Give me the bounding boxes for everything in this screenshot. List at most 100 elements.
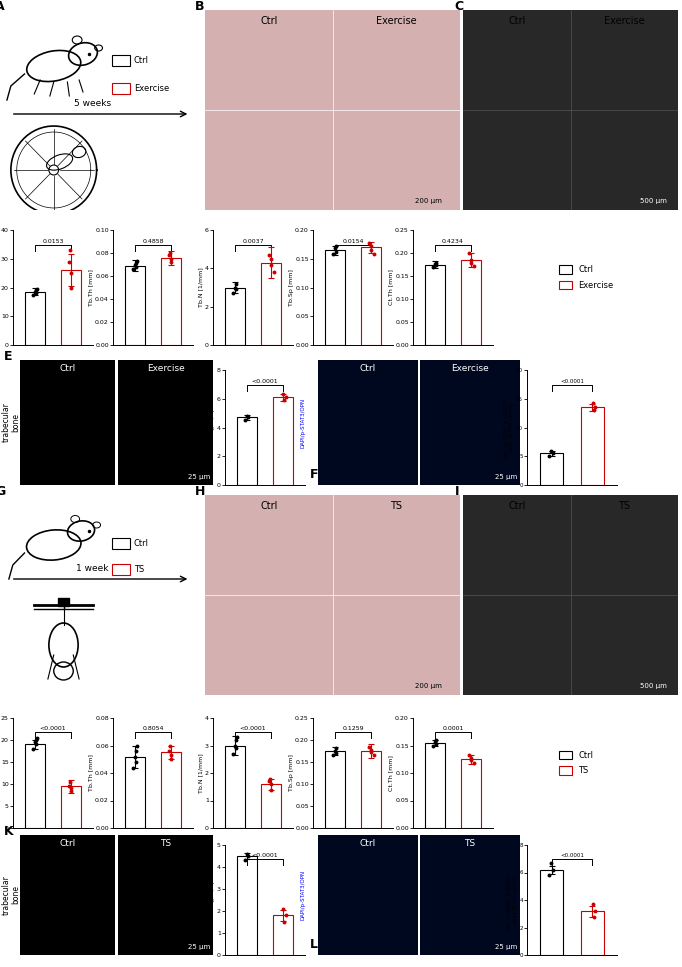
Bar: [58, 598, 70, 606]
Text: F: F: [310, 468, 318, 482]
Text: Exercise: Exercise: [147, 364, 184, 372]
Text: <0.0001: <0.0001: [40, 726, 66, 731]
Text: B: B: [195, 0, 205, 13]
Y-axis label: No. of OPN⁺ p-STAT3⁺
cells /B.Pm (/mm): No. of OPN⁺ p-STAT3⁺ cells /B.Pm (/mm): [503, 398, 514, 457]
Text: 1 week: 1 week: [76, 564, 109, 573]
Text: Exercise: Exercise: [451, 364, 489, 372]
Bar: [325, 250, 345, 345]
Text: Ctrl: Ctrl: [508, 501, 525, 511]
Text: Ctrl: Ctrl: [508, 16, 525, 26]
Text: 0.0153: 0.0153: [42, 239, 63, 244]
Text: TS: TS: [464, 838, 475, 848]
Bar: [125, 756, 145, 828]
Text: 25 μm: 25 μm: [494, 474, 517, 480]
Text: Exercise: Exercise: [134, 84, 169, 93]
Bar: [237, 418, 257, 485]
Text: <0.0001: <0.0001: [560, 379, 584, 384]
Bar: [25, 745, 45, 828]
Text: TS: TS: [160, 838, 171, 848]
Bar: [261, 263, 281, 345]
Bar: [113, 83, 130, 94]
Bar: [113, 538, 130, 549]
Text: 200 μm: 200 μm: [415, 198, 442, 204]
Bar: [25, 292, 45, 345]
Bar: [361, 248, 381, 345]
Bar: [61, 270, 81, 345]
Text: TS: TS: [619, 501, 630, 511]
Text: trabecular
bone: trabecular bone: [1, 402, 20, 443]
Text: 0.0037: 0.0037: [242, 239, 264, 244]
Text: 200 μm: 200 μm: [415, 683, 442, 689]
Bar: [113, 55, 130, 66]
Text: 500 μm: 500 μm: [640, 683, 667, 689]
Text: 25 μm: 25 μm: [188, 474, 210, 480]
Text: 0.0001: 0.0001: [443, 726, 464, 731]
Bar: [161, 257, 181, 345]
Bar: [361, 751, 381, 828]
Text: 0.1259: 0.1259: [342, 726, 364, 731]
Text: 500 μm: 500 μm: [640, 198, 667, 204]
Text: Ctrl: Ctrl: [134, 539, 149, 548]
Bar: [125, 266, 145, 345]
Legend: Ctrl, Exercise: Ctrl, Exercise: [559, 265, 614, 290]
Text: A: A: [0, 0, 5, 13]
Text: <0.0001: <0.0001: [239, 726, 266, 731]
Text: E: E: [4, 350, 12, 363]
Text: Exercise: Exercise: [376, 16, 417, 26]
Text: <0.0001: <0.0001: [252, 853, 278, 858]
Text: Ctrl: Ctrl: [360, 838, 376, 848]
Text: DAPI/p-STAT3/OPN: DAPI/p-STAT3/OPN: [301, 870, 306, 920]
Text: <0.0001: <0.0001: [560, 853, 584, 858]
Y-axis label: Tb.N [1/mm]: Tb.N [1/mm]: [198, 753, 203, 793]
Y-axis label: Ct.Th [mm]: Ct.Th [mm]: [389, 270, 394, 306]
Text: 0.8054: 0.8054: [143, 726, 164, 731]
Text: 5 weeks: 5 weeks: [74, 99, 111, 108]
Bar: [325, 751, 345, 828]
Text: TS: TS: [134, 565, 144, 573]
Text: H: H: [195, 485, 205, 498]
Text: Ctrl: Ctrl: [360, 364, 376, 372]
Bar: [237, 856, 257, 955]
Y-axis label: MAR (μm/d): MAR (μm/d): [211, 882, 216, 919]
Bar: [261, 784, 281, 828]
Y-axis label: Tb.Th [mm]: Tb.Th [mm]: [89, 754, 93, 791]
Text: 25 μm: 25 μm: [494, 944, 517, 951]
Text: Ctrl: Ctrl: [260, 16, 278, 26]
Text: K: K: [4, 826, 14, 838]
Bar: [461, 759, 481, 828]
Y-axis label: Tb.Th [mm]: Tb.Th [mm]: [89, 269, 93, 306]
Text: C: C: [454, 0, 464, 13]
Text: G: G: [0, 485, 5, 498]
Y-axis label: Tb.N [1/mm]: Tb.N [1/mm]: [198, 268, 203, 308]
Text: DAPI/p-STAT3/OPN: DAPI/p-STAT3/OPN: [301, 397, 306, 448]
Y-axis label: Ct.Th [mm]: Ct.Th [mm]: [389, 755, 394, 791]
Bar: [425, 265, 445, 345]
Text: Ctrl: Ctrl: [260, 501, 278, 511]
Y-axis label: No. of OPN⁺ p-STAT3⁺
cells /B.Pm (/mm): No. of OPN⁺ p-STAT3⁺ cells /B.Pm (/mm): [507, 870, 518, 929]
Text: Ctrl: Ctrl: [134, 56, 149, 65]
Text: Ctrl: Ctrl: [59, 364, 76, 372]
Bar: [461, 260, 481, 345]
Text: TS: TS: [390, 501, 402, 511]
Y-axis label: MAR (μm/d): MAR (μm/d): [211, 409, 216, 446]
Text: <0.0001: <0.0001: [252, 379, 278, 384]
Text: 0.0154: 0.0154: [342, 239, 364, 244]
Text: Exercise: Exercise: [604, 16, 644, 26]
Text: 25 μm: 25 μm: [188, 944, 210, 951]
Bar: [273, 916, 293, 955]
Bar: [113, 564, 130, 575]
Text: I: I: [454, 485, 459, 498]
Text: 0.4234: 0.4234: [442, 239, 464, 244]
Text: Ctrl: Ctrl: [59, 838, 76, 848]
Bar: [61, 786, 81, 828]
Text: L: L: [310, 939, 318, 952]
Bar: [540, 454, 563, 485]
Bar: [540, 869, 563, 955]
Legend: Ctrl, TS: Ctrl, TS: [559, 750, 593, 776]
Bar: [225, 287, 245, 345]
Y-axis label: Tb.Sp [mm]: Tb.Sp [mm]: [288, 754, 294, 791]
Bar: [581, 407, 604, 485]
Text: trabecular
bone: trabecular bone: [1, 875, 20, 915]
Bar: [225, 746, 245, 828]
Bar: [161, 752, 181, 828]
